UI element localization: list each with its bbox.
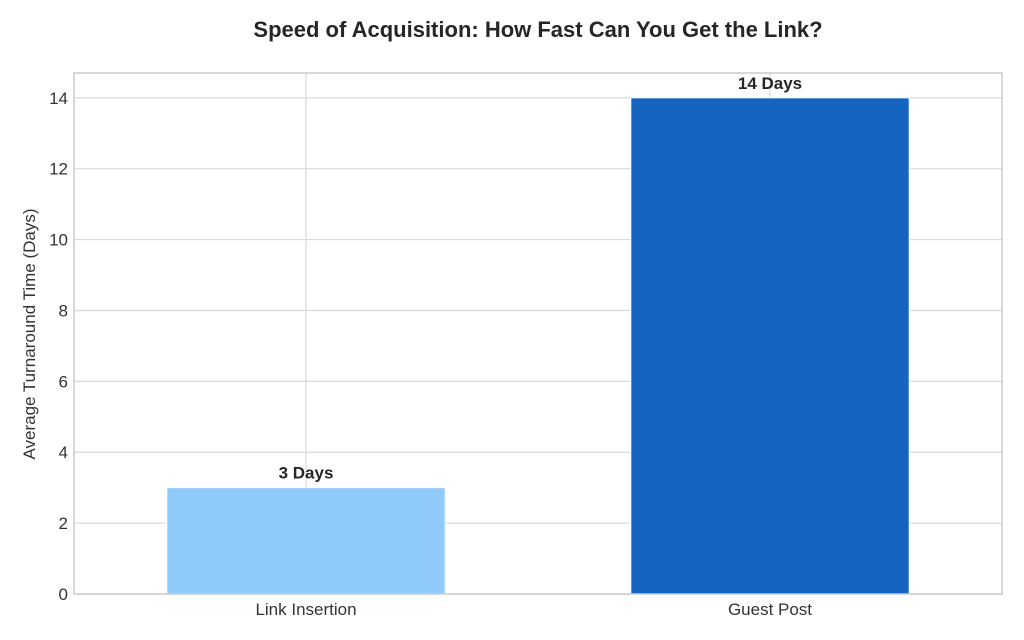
data-labels: 3 Days 14 Days	[279, 74, 803, 483]
y-tick-label: 14	[49, 89, 68, 108]
bar-value-label: 14 Days	[738, 74, 802, 93]
x-tick-label: Link Insertion	[255, 600, 356, 619]
x-tick-label: Guest Post	[728, 600, 812, 619]
y-tick-label: 2	[59, 514, 68, 533]
bar-value-label: 3 Days	[279, 464, 334, 483]
y-tick-label: 0	[59, 585, 68, 604]
y-axis-label: Average Turnaround Time (Days)	[20, 208, 39, 459]
bar-guest-post	[630, 97, 910, 595]
plot-frame	[73, 72, 1003, 595]
chart-title: Speed of Acquisition: How Fast Can You G…	[253, 17, 822, 42]
bar-link-insertion	[166, 487, 446, 595]
tick-labels: 0 2 4 6 8 10 12 14 Link Insertion Guest Post	[49, 89, 812, 619]
y-tick-label: 10	[49, 231, 68, 250]
y-tick-label: 12	[49, 160, 68, 179]
y-tick-label: 6	[59, 372, 68, 391]
y-tick-label: 4	[59, 443, 68, 462]
y-tick-label: 8	[59, 301, 68, 320]
bars	[166, 97, 910, 595]
